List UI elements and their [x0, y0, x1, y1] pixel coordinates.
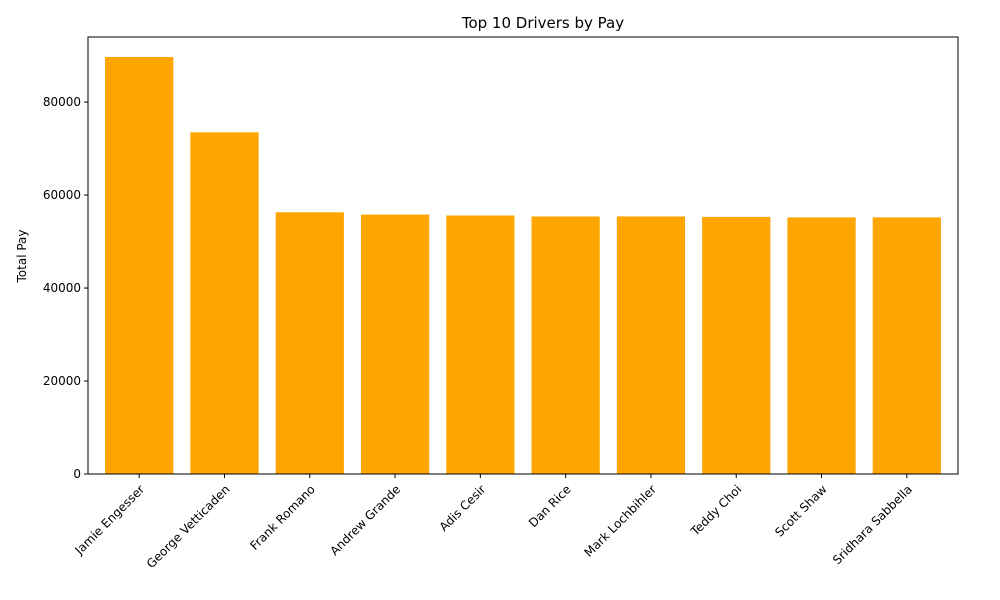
x-tick-label: Dan Rice [526, 482, 574, 530]
x-tick-label: Adis Cesir [437, 482, 489, 534]
bar [702, 216, 771, 474]
x-tick-label: George Vetticaden [144, 482, 233, 571]
bar [275, 212, 344, 474]
bar [105, 56, 174, 475]
y-tick-label: 20000 [43, 374, 81, 388]
y-tick-label: 0 [73, 467, 81, 481]
bar [616, 216, 686, 474]
x-tick-label: Scott Shaw [772, 482, 830, 540]
x-tick-label: Sridhara Sabbella [830, 482, 915, 567]
bar [787, 217, 856, 474]
chart-title: Top 10 Drivers by Pay [461, 14, 624, 32]
y-tick-label: 60000 [43, 188, 81, 202]
x-tick-label: Teddy Choi [687, 482, 744, 539]
bar [531, 216, 600, 474]
bar [446, 215, 515, 474]
y-axis-label: Total Pay [15, 230, 29, 284]
bar [190, 132, 259, 475]
bar [872, 217, 941, 474]
x-tick-label: Jamie Engesser [72, 482, 148, 558]
y-tick-label: 80000 [43, 95, 81, 109]
y-tick-label: 40000 [43, 281, 81, 295]
bar [360, 214, 430, 474]
x-tick-label: Andrew Grande [327, 482, 403, 558]
x-tick-label: Mark Lochbihler [582, 482, 660, 560]
bars-group [105, 56, 941, 475]
y-axis-ticks: 0 20000 40000 60000 80000 [43, 95, 88, 481]
x-tick-label: Frank Romano [247, 482, 318, 553]
plot-frame [87, 36, 959, 475]
